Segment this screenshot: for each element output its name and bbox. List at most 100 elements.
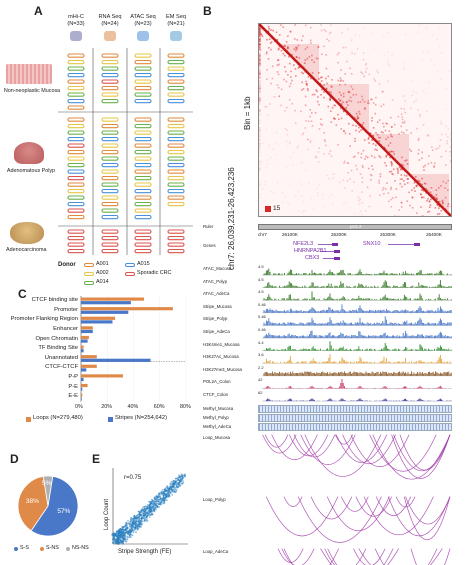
bar-0-3	[81, 326, 93, 330]
row-label-adenocarcinoma: Adenocarcinoma	[6, 247, 47, 253]
pie-slice-0	[30, 475, 79, 537]
c-category-7: CTCF-CTCF	[45, 364, 78, 371]
sample-pill	[167, 72, 185, 78]
methyl-label-0: Methyl_Mucosa	[203, 405, 234, 411]
sample-pill	[134, 182, 152, 187]
sample-pill	[101, 235, 119, 241]
sample-pill	[134, 117, 152, 122]
c-category-4: Open Chromatin	[35, 335, 78, 342]
scale-value: 15	[273, 205, 281, 212]
sample-pill	[167, 92, 185, 97]
sample-pill	[101, 85, 119, 91]
sample-pill	[167, 156, 185, 161]
bar-0-6	[81, 355, 97, 359]
sample-pill	[67, 136, 85, 142]
bar-1-5	[81, 349, 84, 353]
column-count-0: (N=33)	[67, 21, 85, 27]
column-header-3: EM Seq	[166, 14, 186, 20]
sample-pill	[167, 143, 185, 148]
c-tick-2: 40%	[127, 403, 139, 410]
gene-label-3: SNX10	[363, 241, 381, 247]
bar-1-1	[81, 310, 129, 314]
sample-pill	[167, 162, 185, 168]
track-max-2: 4.5	[258, 289, 264, 295]
sample-pill	[67, 248, 85, 254]
sample-pill	[67, 66, 85, 71]
track-label-1: ATAC_Polyp	[203, 278, 227, 284]
sample-pill	[167, 248, 185, 254]
donor-swatch-3	[125, 272, 135, 276]
donor-label-1: A015	[137, 261, 150, 267]
sample-pill	[167, 53, 185, 58]
sample-pill	[67, 79, 85, 84]
sample-pill	[134, 149, 152, 155]
sample-pill	[101, 79, 119, 84]
sample-pill	[134, 214, 152, 220]
column-count-2: (N=23)	[134, 21, 152, 27]
sample-pill	[167, 117, 185, 122]
bar-0-2	[81, 316, 116, 320]
sample-pill	[134, 188, 152, 194]
track-label-7: H3K27Ac_Mucosa	[203, 354, 239, 360]
ruler-label: Ruler	[203, 224, 214, 229]
track-label-3: Stripe_Mucosa	[203, 303, 232, 309]
row-label-mucosa: Non-neoplastic Mucosa	[3, 88, 61, 94]
adenocarcinoma-illustration	[10, 222, 44, 244]
bar-0-7	[81, 364, 97, 368]
c-legend-label-0: Loops (N=279,480)	[33, 414, 83, 421]
sample-pill	[67, 162, 85, 168]
donor-label-4: A014	[96, 279, 109, 285]
sample-pill	[134, 130, 152, 135]
sample-pill	[101, 117, 119, 122]
sample-pill	[101, 208, 119, 213]
track-label-0: ATAC_Mucosa	[203, 266, 232, 271]
sample-pill	[134, 79, 152, 84]
c-category-0: CTCF binding site	[31, 297, 78, 304]
bar-0-10	[81, 393, 83, 397]
pie-legend-label-0: S-S	[20, 545, 29, 551]
sample-pill	[67, 143, 85, 148]
pie-legend-dot-1	[40, 547, 44, 551]
gene-label-0: NFE2L3	[293, 241, 314, 247]
sample-pill	[134, 98, 152, 104]
scale-swatch	[265, 206, 271, 212]
sample-pill	[67, 130, 85, 135]
sample-pill	[134, 208, 152, 213]
row-label-polyp: Adenomatous Polyp	[6, 168, 56, 174]
scatter-xlabel: Stripe Strength (FE)	[118, 549, 172, 555]
c-tick-4: 80%	[180, 403, 191, 410]
c-category-9: P-E	[68, 383, 78, 390]
c-legend-swatch-0	[26, 416, 31, 422]
sample-pill	[167, 136, 185, 142]
track-max-10: 62	[258, 390, 263, 395]
track-max-3: 0.46	[258, 301, 266, 307]
track-label-6: H3K4me1_Mucosa	[203, 341, 240, 347]
track-max-6: 4.4	[258, 339, 264, 345]
sample-pill	[101, 98, 119, 104]
sample-pill	[67, 149, 85, 155]
loop-label-2: Loop_AdeCa	[203, 548, 229, 554]
c-category-5: TF Binding Site	[38, 345, 78, 352]
bar-1-6	[81, 358, 151, 362]
sample-pill	[101, 175, 119, 181]
sample-pill	[67, 175, 85, 181]
pie-label-0: 57%	[57, 508, 71, 516]
sample-pill	[67, 235, 85, 241]
sample-pill	[67, 85, 85, 91]
sample-pill	[67, 182, 85, 187]
column-header-2: ATAC Seq	[130, 14, 156, 20]
loop-label-1: Loop_Polyp	[203, 496, 226, 502]
ruler-bar	[258, 224, 452, 230]
track-label-4: Stripe_Polyp	[203, 316, 228, 322]
sample-pill	[101, 188, 119, 194]
panel-e-label: E	[92, 452, 101, 466]
track-label-10: CTCF_Colon	[203, 392, 229, 397]
sample-pill	[134, 123, 152, 129]
pie-label-1: 38%	[25, 498, 39, 506]
donor-label-2: A002	[96, 270, 109, 276]
c-tick-1: 20%	[101, 403, 113, 410]
sample-pill	[167, 188, 185, 194]
pie-legend-dot-0	[14, 547, 18, 551]
sample-pill	[134, 85, 152, 91]
sample-pill	[167, 79, 185, 84]
